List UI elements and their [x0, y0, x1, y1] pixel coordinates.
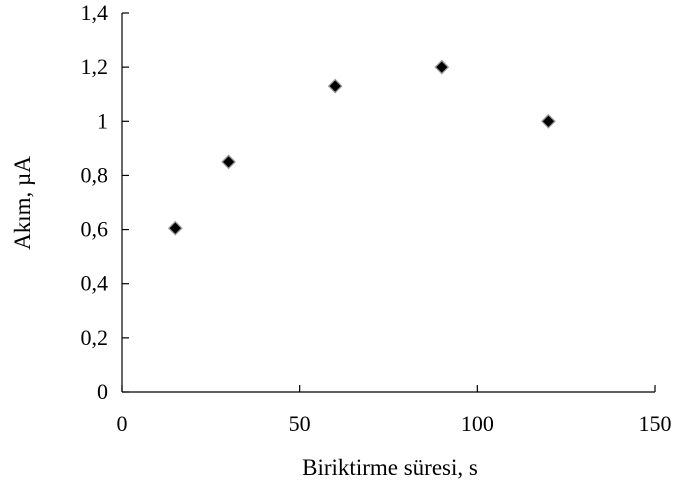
x-tick-label: 150 [639, 411, 672, 436]
data-point-marker [434, 59, 450, 75]
y-tick-label: 0,2 [81, 325, 109, 350]
y-tick-label: 1,2 [81, 54, 109, 79]
x-tick-label: 50 [289, 411, 311, 436]
y-axis-ticks: 0 0,2 0,4 0,6 0,8 1 1,2 1,4 [81, 0, 129, 404]
y-tick-label: 0,6 [81, 217, 109, 242]
y-tick-label: 1,4 [81, 0, 109, 25]
y-axis-title: Akım, µA [10, 156, 35, 250]
y-tick-label: 0,4 [81, 271, 109, 296]
y-tick-label: 0,8 [81, 162, 109, 187]
data-point-marker [540, 113, 556, 129]
data-points [167, 59, 556, 236]
data-point-marker [167, 220, 183, 236]
x-tick-label: 100 [461, 411, 494, 436]
y-tick-label: 0 [97, 379, 108, 404]
x-axis-ticks: 0 50 100 150 [117, 385, 672, 436]
x-tick-label: 0 [117, 411, 128, 436]
plot-area [121, 13, 655, 393]
data-point-marker [221, 154, 237, 170]
y-tick-label: 1 [97, 108, 108, 133]
x-axis-title: Biriktirme süresi, s [302, 455, 478, 480]
data-point-marker [327, 78, 343, 94]
